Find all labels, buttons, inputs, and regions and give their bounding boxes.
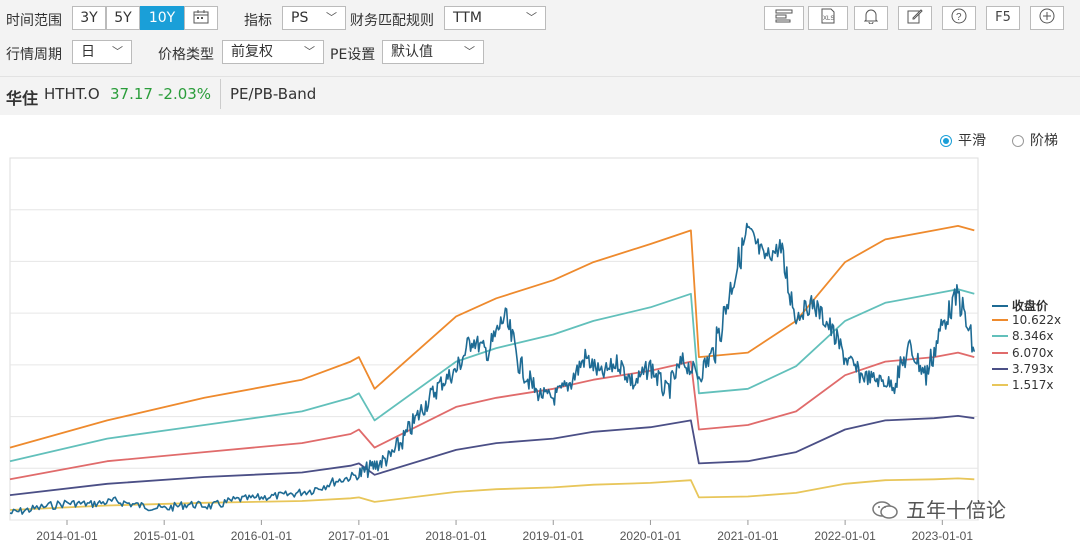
legend-swatch bbox=[992, 384, 1008, 386]
legend-item[interactable]: 收盘价 bbox=[992, 297, 1048, 314]
series-line-3.793x bbox=[9, 415, 975, 496]
bell-icon bbox=[863, 9, 879, 25]
legend-item[interactable]: 8.346x bbox=[992, 329, 1053, 343]
indicator-label: 指标 bbox=[244, 13, 272, 29]
x-tick-label: 2016-01-01 bbox=[231, 529, 293, 543]
step-radio[interactable]: 阶梯 bbox=[1012, 130, 1058, 150]
legend-swatch bbox=[992, 335, 1008, 338]
x-tick-label: 2017-01-01 bbox=[328, 529, 390, 543]
indicator-value: PS bbox=[291, 10, 309, 26]
stock-price: 37.17 bbox=[110, 85, 153, 103]
series-line-收盘价 bbox=[9, 222, 976, 515]
x-axis-ticks: 2014-01-01 2015-01-01 2016-01-01 2017-01-01… bbox=[36, 520, 973, 543]
series-line-1.517x bbox=[9, 477, 975, 511]
chevron-down-icon: ﹀ bbox=[326, 11, 337, 24]
time-range-label: 时间范围 bbox=[6, 13, 62, 29]
plot-area bbox=[9, 157, 979, 521]
legend-label: 收盘价 bbox=[1012, 299, 1049, 313]
layout-icon bbox=[775, 9, 793, 23]
x-tick-label: 2022-01-01 bbox=[814, 529, 876, 543]
x-tick-label: 2021-01-01 bbox=[717, 529, 779, 543]
price-type-value: 前复权 bbox=[231, 44, 273, 60]
pe-setting-value: 默认值 bbox=[391, 44, 433, 60]
chevron-down-icon: ﹀ bbox=[112, 45, 123, 58]
stock-code: HTHT.O bbox=[44, 85, 100, 103]
x-tick-label: 2018-01-01 bbox=[425, 529, 487, 543]
layout-button[interactable] bbox=[764, 6, 804, 30]
watermark: 五年十倍论 bbox=[872, 494, 1006, 523]
series-lines bbox=[9, 222, 976, 515]
add-button[interactable] bbox=[1030, 6, 1064, 30]
chevron-down-icon: ﹀ bbox=[304, 45, 315, 58]
legend-label: 6.070x bbox=[1012, 345, 1054, 360]
smooth-label: 平滑 bbox=[958, 133, 986, 149]
x-tick-label: 2020-01-01 bbox=[620, 529, 682, 543]
stock-info-bar: 华住 HTHT.O 37.17 -2.03% PE/PB-Band bbox=[0, 76, 1080, 115]
legend-item[interactable]: 3.793x bbox=[992, 362, 1053, 376]
refresh-button[interactable]: F5 bbox=[986, 6, 1020, 30]
indicator-select[interactable]: PS ﹀ bbox=[282, 6, 346, 30]
stock-change: -2.03% bbox=[158, 85, 212, 103]
watermark-text: 五年十倍论 bbox=[906, 498, 1006, 522]
period-value: 日 bbox=[81, 44, 95, 60]
radio-empty-icon bbox=[1012, 135, 1024, 147]
calendar-button[interactable] bbox=[184, 6, 218, 30]
divider bbox=[220, 79, 221, 109]
edit-button[interactable] bbox=[898, 6, 932, 30]
x-tick-label: 2015-01-01 bbox=[133, 529, 195, 543]
price-type-label: 价格类型 bbox=[158, 47, 214, 63]
legend-label: 8.346x bbox=[1012, 329, 1054, 344]
series-line-8.346x bbox=[9, 288, 975, 463]
excel-export-icon: XLS bbox=[821, 8, 835, 24]
legend-item[interactable]: 6.070x bbox=[992, 346, 1053, 360]
calendar-icon bbox=[193, 10, 209, 24]
add-icon bbox=[1039, 8, 1055, 24]
legend-swatch bbox=[992, 305, 1008, 307]
alert-button[interactable] bbox=[854, 6, 888, 30]
legend-label: 1.517x bbox=[1012, 378, 1054, 392]
match-rule-label: 财务匹配规则 bbox=[350, 13, 434, 29]
range-5y-button[interactable]: 5Y bbox=[106, 6, 140, 30]
legend-swatch bbox=[992, 319, 1008, 322]
svg-text:XLS: XLS bbox=[823, 16, 834, 22]
x-tick-label: 2019-01-01 bbox=[523, 529, 585, 543]
pe-pb-band-chart: 2014-01-01 2015-01-01 2016-01-01 2017-01-01… bbox=[9, 157, 979, 543]
legend-label: 10.622x bbox=[1012, 313, 1062, 328]
match-rule-select[interactable]: TTM ﹀ bbox=[444, 6, 546, 30]
period-select[interactable]: 日 ﹀ bbox=[72, 40, 132, 64]
legend-item[interactable]: 1.517x bbox=[992, 378, 1053, 392]
match-rule-value: TTM bbox=[453, 10, 482, 26]
chart-type-name: PE/PB-Band bbox=[230, 85, 317, 103]
x-tick-label: 2023-01-01 bbox=[912, 529, 974, 543]
edit-icon bbox=[907, 9, 923, 24]
chevron-down-icon: ﹀ bbox=[464, 45, 475, 58]
excel-export-button[interactable]: XLS bbox=[808, 6, 848, 30]
price-type-select[interactable]: 前复权 ﹀ bbox=[222, 40, 324, 64]
wechat-icon bbox=[872, 501, 898, 519]
help-button[interactable]: ? bbox=[942, 6, 976, 30]
legend-item[interactable]: 10.622x bbox=[992, 313, 1061, 327]
range-10y-button[interactable]: 10Y bbox=[140, 6, 184, 30]
chevron-down-icon: ﹀ bbox=[526, 11, 537, 24]
legend-swatch bbox=[992, 367, 1008, 370]
svg-text:?: ? bbox=[956, 12, 962, 23]
pe-setting-label: PE设置 bbox=[330, 47, 376, 63]
period-label: 行情周期 bbox=[6, 47, 62, 63]
legend-swatch bbox=[992, 351, 1008, 354]
x-tick-label: 2014-01-01 bbox=[36, 529, 98, 543]
range-3y-button[interactable]: 3Y bbox=[72, 6, 106, 30]
series-line-6.070x bbox=[9, 351, 975, 481]
legend-label: 3.793x bbox=[1012, 361, 1054, 376]
stock-name: 华住 bbox=[6, 89, 39, 108]
toolbar: 时间范围 3Y 5Y 10Y 指标 PS ﹀ 财务匹配规则 TTM ﹀ 行情周期 日… bbox=[0, 0, 1080, 76]
smooth-radio[interactable]: 平滑 bbox=[940, 130, 986, 150]
help-icon: ? bbox=[951, 8, 967, 24]
pe-setting-select[interactable]: 默认值 ﹀ bbox=[382, 40, 484, 64]
step-label: 阶梯 bbox=[1030, 133, 1058, 149]
radio-selected-icon bbox=[940, 135, 952, 147]
series-line-10.622x bbox=[9, 225, 975, 449]
